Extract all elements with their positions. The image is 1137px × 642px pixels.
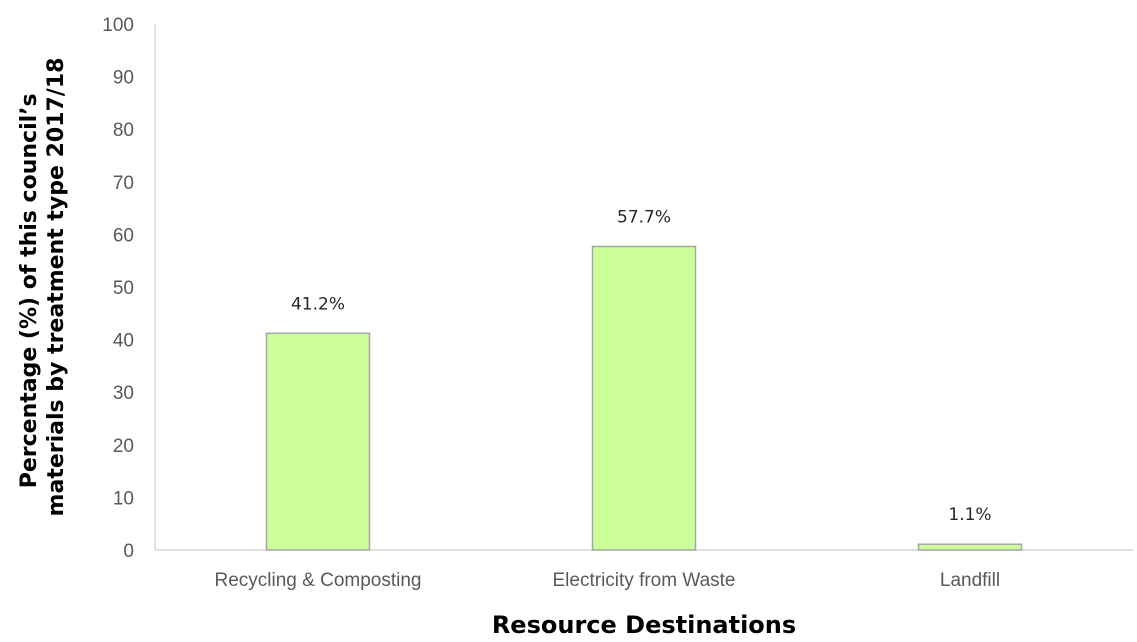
y-tick-label: 30 xyxy=(113,383,134,404)
y-tick-label: 0 xyxy=(123,541,134,562)
y-axis-title: Percentage (%) of this council’s materia… xyxy=(17,58,69,517)
y-tick-label: 40 xyxy=(113,331,134,352)
data-labels: 41.2% 57.7% 1.1% xyxy=(291,207,992,525)
y-tick-label: 10 xyxy=(113,488,134,509)
data-label: 41.2% xyxy=(291,294,345,314)
y-tick-label: 60 xyxy=(113,225,134,246)
bars xyxy=(265,245,1023,551)
y-tick-label: 70 xyxy=(113,173,134,194)
x-tick-label: Landfill xyxy=(940,570,1000,591)
data-label: 1.1% xyxy=(948,505,991,525)
bar xyxy=(265,332,371,551)
x-tick-label: Recycling & Composting xyxy=(215,570,422,591)
y-tick-label: 20 xyxy=(113,436,134,457)
y-tick-label: 80 xyxy=(113,120,134,141)
y-tick-label: 50 xyxy=(113,278,134,299)
bar xyxy=(917,543,1023,551)
y-tick-label: 100 xyxy=(102,15,134,36)
y-tick-label: 90 xyxy=(113,68,134,89)
category-labels: Recycling & Composting Electricity from W… xyxy=(215,570,1001,591)
y-axis-ticks: 0 10 20 30 40 50 60 70 80 90 100 xyxy=(102,15,134,562)
y-axis-title-line-2: materials by treatment type 2017/18 xyxy=(44,58,69,517)
bar xyxy=(591,245,697,551)
x-tick-label: Electricity from Waste xyxy=(553,570,736,591)
y-axis-title-line-1: Percentage (%) of this council’s xyxy=(17,93,42,488)
x-axis-title: Resource Destinations xyxy=(492,611,796,639)
data-label: 57.7% xyxy=(617,207,671,227)
